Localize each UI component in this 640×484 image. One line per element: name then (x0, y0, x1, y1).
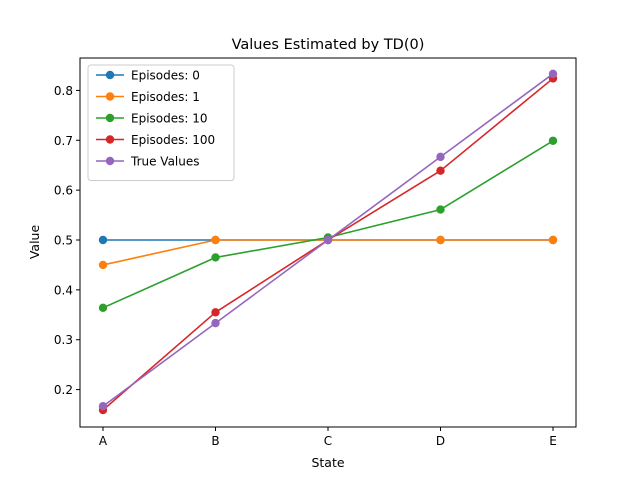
x-tick-label: D (436, 434, 445, 448)
y-tick-label: 0.8 (54, 84, 73, 98)
y-tick-label: 0.4 (54, 283, 73, 297)
x-tick-label: B (211, 434, 219, 448)
x-tick-label: A (99, 434, 108, 448)
data-point (436, 152, 445, 162)
chart-title: Values Estimated by TD(0) (232, 37, 425, 53)
data-point (98, 402, 108, 411)
x-tick-label: C (324, 434, 332, 448)
y-tick-label: 0.7 (54, 134, 73, 148)
data-point (211, 253, 220, 262)
x-tick-label: E (549, 434, 557, 448)
legend-box (87, 64, 235, 181)
data-point (211, 308, 220, 317)
legend-marker (105, 70, 115, 80)
data-point (211, 235, 220, 245)
data-point (436, 205, 445, 214)
y-tick-label: 0.6 (54, 184, 73, 198)
legend-entry-4: True Values (96, 155, 200, 169)
legend-marker (105, 92, 115, 101)
y-tick-label: 0.2 (54, 383, 73, 397)
legend-label: Episodes: 0 (131, 69, 200, 83)
data-point (436, 166, 445, 175)
data-point (323, 235, 333, 245)
data-point (98, 260, 108, 270)
data-point (548, 136, 558, 145)
axes: A B C D E 0.2 0.3 0.4 0.5 0.6 0.7 0.8 (54, 57, 577, 448)
plot-area (98, 69, 558, 415)
legend-label: Episodes: 10 (131, 112, 208, 126)
series-4 (98, 69, 558, 411)
legend-marker (105, 156, 115, 166)
data-point (548, 69, 558, 79)
legend-entry-3: Episodes: 100 (96, 133, 215, 147)
legend-entry-0: Episodes: 0 (96, 69, 200, 83)
legend-entry-2: Episodes: 10 (96, 112, 208, 126)
x-axis-label: State (311, 455, 344, 470)
legend-marker (105, 135, 115, 144)
y-tick-label: 0.5 (54, 234, 73, 248)
y-axis-label: Value (27, 225, 42, 260)
data-point (548, 235, 558, 245)
legend-label: True Values (130, 155, 200, 169)
data-point (98, 303, 108, 313)
legend-label: Episodes: 1 (131, 90, 200, 104)
y-tick-label: 0.3 (54, 333, 73, 347)
legend-label: Episodes: 100 (131, 133, 215, 147)
data-point (436, 235, 445, 245)
data-point (211, 318, 220, 328)
legend-entry-1: Episodes: 1 (96, 90, 200, 104)
legend: Episodes: 0 Episodes: 1 Episodes: 10 Episod… (87, 64, 235, 181)
data-point (98, 235, 108, 245)
legend-marker (105, 113, 115, 123)
